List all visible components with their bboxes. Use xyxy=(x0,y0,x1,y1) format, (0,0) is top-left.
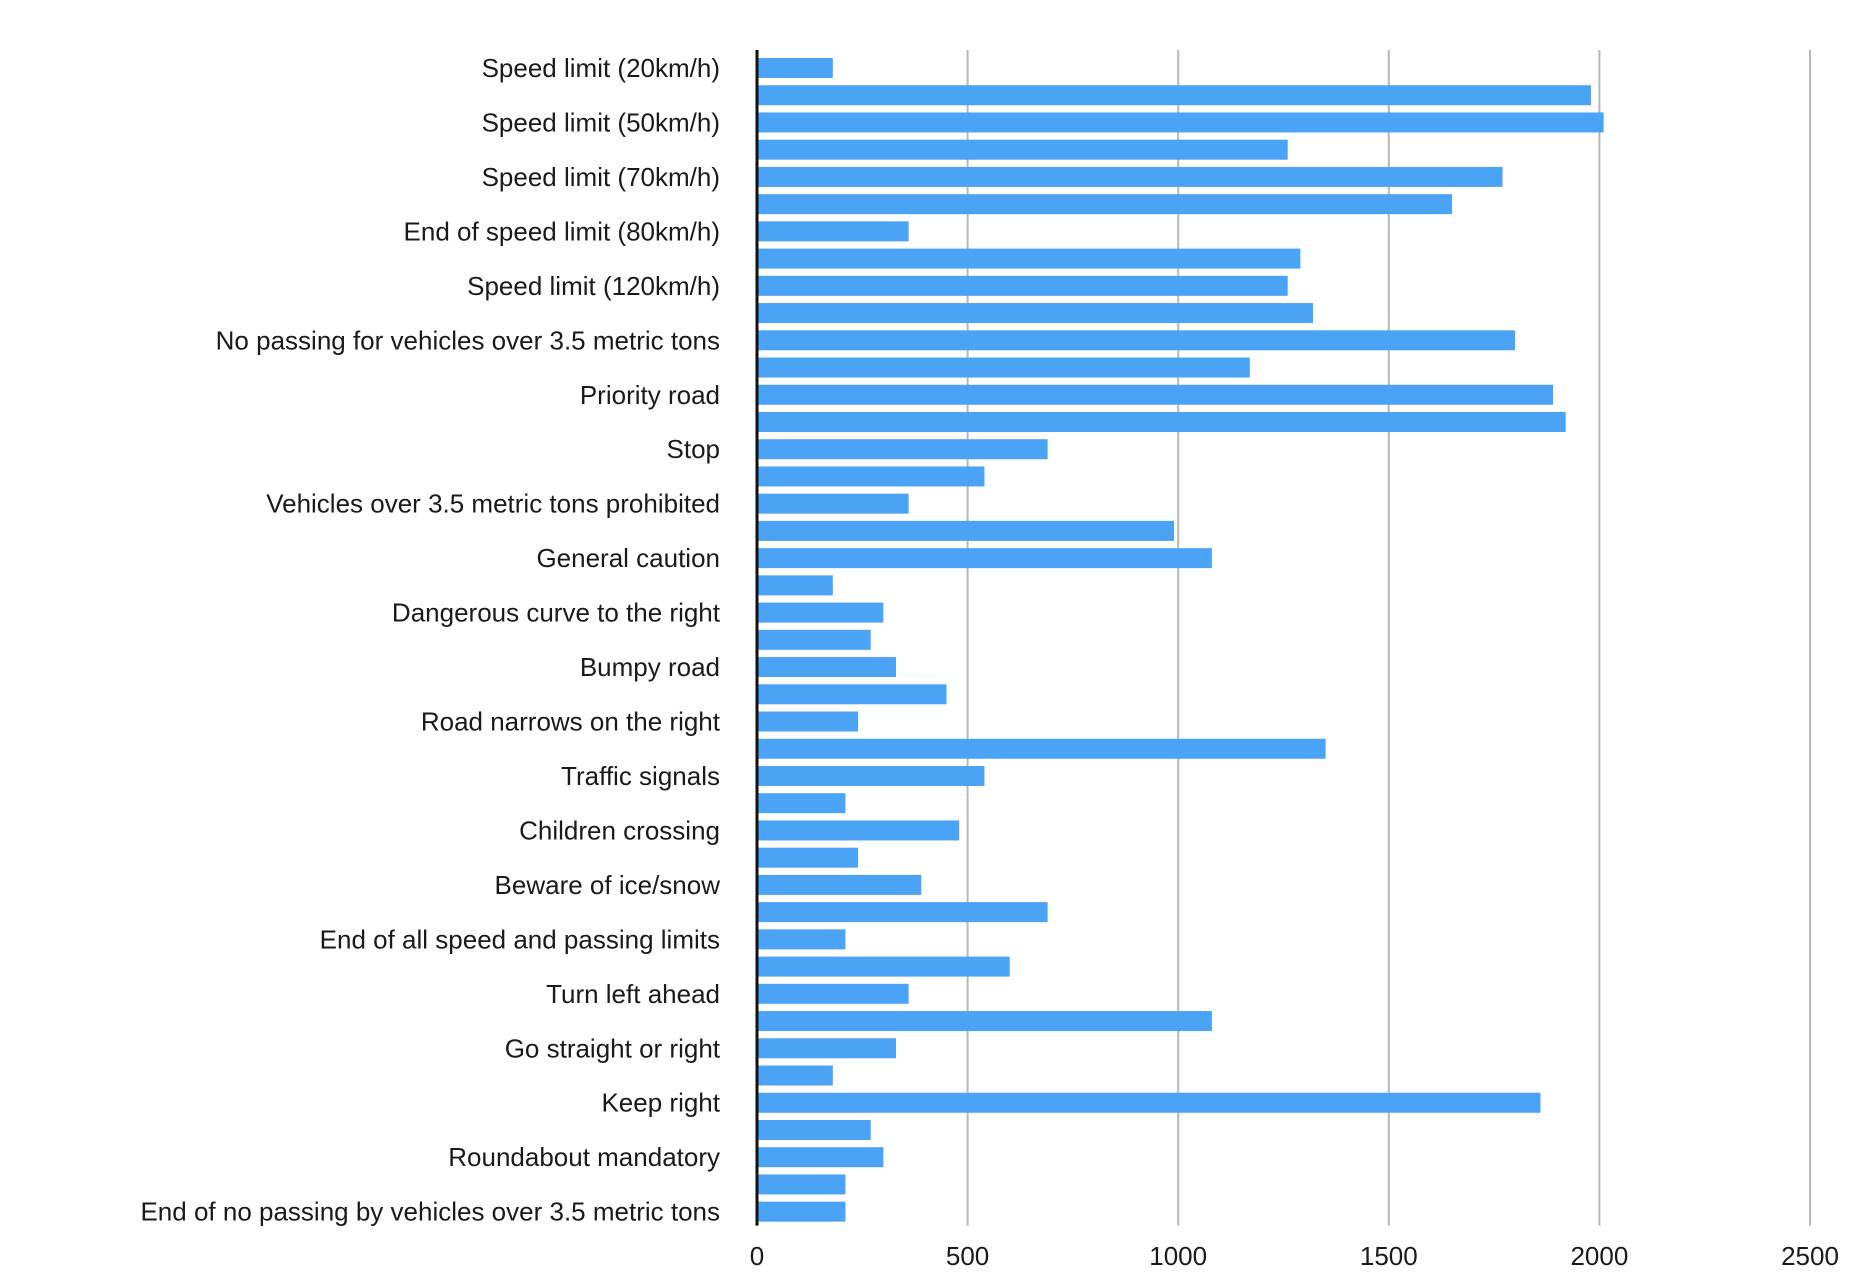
category-label-34: Turn left ahead xyxy=(546,979,720,1009)
category-label-26: Traffic signals xyxy=(561,761,720,791)
category-label-32: End of all speed and passing limits xyxy=(320,924,720,954)
category-label-40: Roundabout mandatory xyxy=(448,1142,720,1172)
bar-24 xyxy=(757,711,859,732)
category-label-30: Beware of ice/snow xyxy=(495,870,721,900)
bar-6 xyxy=(757,221,909,242)
category-label-20: Dangerous curve to the right xyxy=(392,598,721,628)
x-tick-labels: 0 500 1000 1500 2000 2500 xyxy=(750,1241,1839,1271)
bars xyxy=(757,58,1604,1222)
bar-8 xyxy=(757,275,1288,296)
bar-14 xyxy=(757,439,1048,460)
bar-16 xyxy=(757,493,909,514)
bar-33 xyxy=(757,956,1010,977)
category-label-4: Speed limit (70km/h) xyxy=(482,162,720,192)
category-label-28: Children crossing xyxy=(519,815,720,845)
category-label-6: End of speed limit (80km/h) xyxy=(404,216,720,246)
category-label-0: Speed limit (20km/h) xyxy=(482,53,720,83)
bar-38 xyxy=(757,1092,1541,1113)
bar-13 xyxy=(757,411,1566,432)
bar-9 xyxy=(757,303,1313,324)
bar-36 xyxy=(757,1038,896,1059)
bar-3 xyxy=(757,139,1288,160)
x-tick-label-1500: 1500 xyxy=(1360,1241,1418,1271)
bar-2 xyxy=(757,112,1604,133)
bar-22 xyxy=(757,657,896,678)
bar-27 xyxy=(757,793,846,814)
category-label-36: Go straight or right xyxy=(505,1033,721,1063)
bar-4 xyxy=(757,166,1503,187)
bar-31 xyxy=(757,902,1048,923)
bar-40 xyxy=(757,1147,884,1168)
bar-39 xyxy=(757,1119,871,1140)
bar-18 xyxy=(757,548,1212,569)
category-label-38: Keep right xyxy=(601,1088,720,1118)
bar-30 xyxy=(757,874,922,895)
grid-lines xyxy=(966,50,1811,1226)
bar-26 xyxy=(757,765,985,786)
bar-11 xyxy=(757,357,1250,378)
bar-29 xyxy=(757,847,859,868)
bar-41 xyxy=(757,1174,846,1195)
category-label-42: End of no passing by vehicles over 3.5 m… xyxy=(140,1197,720,1227)
bar-10 xyxy=(757,330,1516,351)
x-tick-label-0: 0 xyxy=(750,1241,764,1271)
bar-42 xyxy=(757,1201,846,1222)
x-tick-label-2000: 2000 xyxy=(1570,1241,1628,1271)
x-tick-label-500: 500 xyxy=(946,1241,989,1271)
category-label-10: No passing for vehicles over 3.5 metric … xyxy=(216,325,720,355)
category-label-22: Bumpy road xyxy=(580,652,720,682)
category-label-14: Stop xyxy=(667,434,721,464)
bar-12 xyxy=(757,384,1554,405)
bar-19 xyxy=(757,575,833,596)
x-tick-label-2500: 2500 xyxy=(1781,1241,1839,1271)
category-label-16: Vehicles over 3.5 metric tons prohibited xyxy=(266,489,720,519)
bar-35 xyxy=(757,1011,1212,1032)
category-label-2: Speed limit (50km/h) xyxy=(482,107,720,137)
bar-21 xyxy=(757,629,871,650)
bar-23 xyxy=(757,684,947,705)
bar-17 xyxy=(757,520,1174,541)
category-label-12: Priority road xyxy=(580,380,720,410)
bar-28 xyxy=(757,820,960,841)
bar-7 xyxy=(757,248,1301,269)
bar-34 xyxy=(757,983,909,1004)
bar-20 xyxy=(757,602,884,623)
bar-5 xyxy=(757,194,1452,215)
category-labels: Speed limit (20km/h) Speed limit (50km/h)… xyxy=(140,53,720,1227)
bar-1 xyxy=(757,85,1591,106)
category-label-18: General caution xyxy=(536,543,720,573)
bar-32 xyxy=(757,929,846,950)
category-label-24: Road narrows on the right xyxy=(421,707,721,737)
category-label-8: Speed limit (120km/h) xyxy=(467,271,720,301)
bar-25 xyxy=(757,738,1326,759)
bar-0 xyxy=(757,58,833,78)
bar-15 xyxy=(757,466,985,487)
bar-37 xyxy=(757,1065,833,1086)
x-tick-label-1000: 1000 xyxy=(1149,1241,1207,1271)
